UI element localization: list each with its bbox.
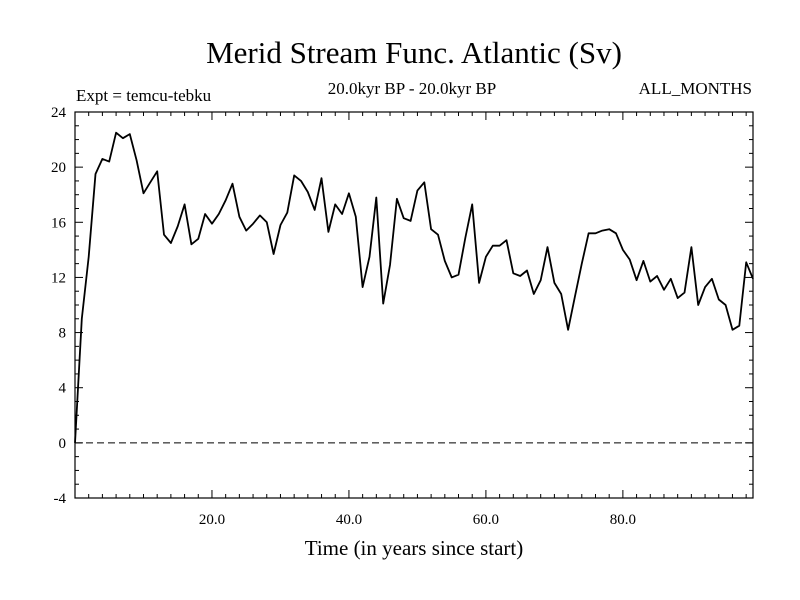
y-tick-label: 16 xyxy=(51,215,67,231)
x-axis-label: Time (in years since start) xyxy=(305,536,524,560)
experiment-label: Expt = temcu-tebku xyxy=(76,86,212,105)
series-line xyxy=(74,131,754,443)
x-tick-label: 40.0 xyxy=(336,512,362,528)
y-tick-label: -4 xyxy=(54,491,67,507)
y-tick-label: 24 xyxy=(51,105,67,121)
axes-layer: 20.0 40.0 60.0 80.0 -4 0 4 8 12 16 20 24 xyxy=(51,105,753,528)
y-tick-label: 8 xyxy=(59,326,67,342)
y-tick-label: 12 xyxy=(51,270,66,286)
y-tick-label: 0 xyxy=(59,436,67,452)
x-tick-label: 80.0 xyxy=(610,512,636,528)
period-label: 20.0kyr BP - 20.0kyr BP xyxy=(328,79,496,98)
months-label: ALL_MONTHS xyxy=(639,79,752,98)
plot-frame xyxy=(74,111,754,499)
x-tick-label: 60.0 xyxy=(473,512,499,528)
data-layer xyxy=(74,131,754,444)
chart-title: Merid Stream Func. Atlantic (Sv) xyxy=(206,35,622,70)
x-tick-label: 20.0 xyxy=(199,512,225,528)
y-tick-label: 4 xyxy=(59,381,67,397)
y-tick-label: 20 xyxy=(51,160,66,176)
